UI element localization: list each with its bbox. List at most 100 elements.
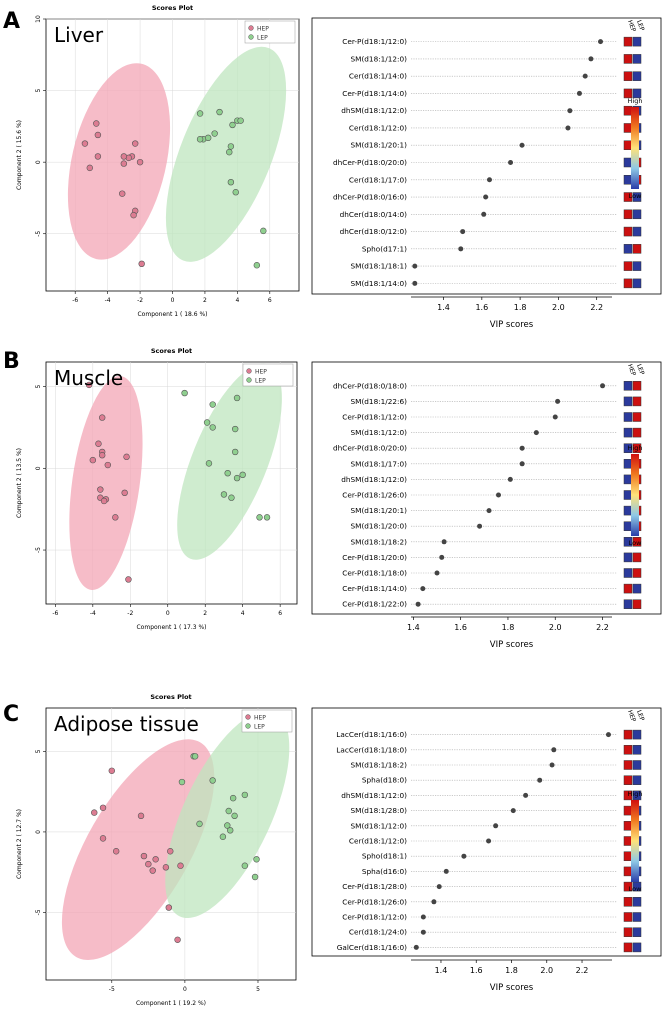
vip-x-tick-label: 2.2 bbox=[596, 623, 609, 632]
vip-row-label: SM(d18:1/12:0) bbox=[351, 821, 408, 830]
vip-point bbox=[486, 177, 492, 183]
vip-x-tick-label: 1.6 bbox=[470, 966, 483, 975]
vip-row-label: Cer-P(d18:1/22:0) bbox=[342, 600, 407, 609]
lep-point bbox=[233, 474, 241, 482]
hep-point bbox=[97, 486, 104, 493]
vip-row-label: Cer(d18:1/17:0) bbox=[349, 175, 407, 184]
legend: HEP LEP bbox=[242, 363, 294, 387]
vip-row-label: LacCer(d18:1/18:0) bbox=[336, 745, 407, 754]
y-axis-title: Component 2 ( 15.6 %) bbox=[16, 120, 23, 190]
vip-point bbox=[420, 586, 426, 592]
vip-heat-lep bbox=[632, 244, 642, 254]
vip-point bbox=[519, 445, 525, 451]
lep-point bbox=[203, 419, 211, 426]
vip-row-label: dhCer-P(d18:0/18:0) bbox=[333, 381, 407, 390]
vip-heat-hep bbox=[623, 775, 633, 785]
vip-row-label: Cer-P(d18:1/14:0) bbox=[342, 89, 407, 98]
vip-heat-hep bbox=[623, 105, 633, 116]
vip-heat-lep bbox=[632, 729, 642, 740]
hep-point bbox=[81, 140, 89, 147]
y-axis-title: Component 2 ( 13.5 %) bbox=[16, 448, 23, 518]
lep-point bbox=[256, 514, 263, 521]
legend-hep-label: HEP bbox=[257, 25, 269, 32]
hep-point bbox=[138, 260, 145, 267]
legend-lep-label: LEP bbox=[255, 377, 266, 384]
vip-heat-hep bbox=[623, 599, 633, 609]
hep-point bbox=[120, 153, 128, 160]
vip-plot-frame bbox=[311, 17, 662, 295]
hep-point bbox=[108, 767, 115, 774]
vip-row-label: Cer-P(d18:1/20:0) bbox=[342, 553, 407, 562]
vip-heat-hep bbox=[623, 851, 633, 861]
lep-point bbox=[228, 494, 235, 501]
colorbar bbox=[631, 454, 639, 536]
hep-point bbox=[130, 211, 137, 219]
hep-point bbox=[140, 852, 148, 860]
y-tick-label: -5 bbox=[35, 909, 42, 915]
panel-letter: B bbox=[3, 349, 20, 374]
vip-x-tick-label: 1.6 bbox=[475, 303, 488, 312]
hep-point bbox=[100, 497, 108, 505]
vip-heat-hep bbox=[623, 505, 633, 516]
hep-point bbox=[162, 864, 170, 871]
x-tick-label: -6 bbox=[52, 610, 58, 617]
vip-heat-lep bbox=[632, 775, 642, 785]
vip-heat-hep bbox=[623, 521, 633, 531]
hep-point bbox=[165, 904, 173, 911]
y-tick-label: 5 bbox=[35, 384, 42, 388]
vip-heat-lep bbox=[632, 396, 642, 407]
vip-heat-hep bbox=[623, 552, 633, 563]
hep-point bbox=[119, 190, 126, 197]
lep-point bbox=[251, 873, 259, 881]
legend-box bbox=[241, 709, 293, 733]
vip-heat-hep bbox=[623, 192, 633, 202]
vip-row-label: Cer(d18:1/12:0) bbox=[349, 123, 407, 132]
vip-plot: LacCer(d18:1/16:0) LacCer(d18:1/18:0) SM(d… bbox=[311, 707, 662, 993]
scores-plot: Scores Plot -6 -4 -2 0 2 4 6 -5 0 5 10 Component 1 (… bbox=[16, 4, 300, 318]
hep-point bbox=[99, 835, 107, 842]
vip-x-axis-title: VIP scores bbox=[490, 320, 534, 330]
lep-point bbox=[196, 820, 203, 828]
vip-point bbox=[412, 280, 418, 286]
y-tick-label: 10 bbox=[35, 15, 42, 23]
colorbar-low-label: Low bbox=[629, 539, 642, 547]
vip-point bbox=[507, 476, 513, 482]
y-tick-label: 5 bbox=[35, 88, 42, 92]
x-tick-label: -4 bbox=[90, 610, 96, 617]
column-header-hep: HEP bbox=[626, 19, 637, 33]
vip-heat-hep bbox=[623, 427, 633, 438]
vip-heat-lep bbox=[632, 427, 642, 438]
vip-heat-lep bbox=[632, 745, 642, 755]
legend-lep-marker bbox=[245, 723, 251, 729]
vip-heat-lep bbox=[632, 71, 642, 81]
vip-row-label: Spho(d18:1) bbox=[362, 852, 407, 861]
y-tick-label: 0 bbox=[35, 160, 42, 164]
colorbar-high-label: High bbox=[628, 444, 643, 452]
vip-plot-frame bbox=[311, 707, 662, 957]
colorbar-high-label: High bbox=[628, 97, 643, 105]
scores-plot-title: Scores Plot bbox=[151, 347, 192, 355]
x-tick-label: 6 bbox=[278, 610, 282, 617]
lep-point bbox=[260, 227, 267, 235]
lep-point bbox=[226, 148, 233, 156]
hep-point bbox=[120, 160, 128, 167]
hep-point bbox=[104, 461, 112, 469]
vip-row-label: Cer-P(d18:1/26:0) bbox=[342, 897, 407, 906]
vip-row-label: Cer(d18:1/24:0) bbox=[349, 928, 407, 937]
vip-row-label: SM(d18:1/18:2) bbox=[351, 761, 408, 770]
vip-row-label: Cer-P(d18:1/18:0) bbox=[342, 569, 407, 578]
vip-point bbox=[486, 838, 492, 844]
hep-point bbox=[112, 514, 119, 521]
vip-row-label: Spho(d17:1) bbox=[362, 244, 407, 253]
scores-plot: Scores Plot -6 -4 -2 0 2 4 6 -5 0 5 Component 1 ( 1… bbox=[16, 347, 298, 631]
lep-point bbox=[253, 262, 261, 269]
vip-row-label: SM(d18:1/18:1) bbox=[351, 262, 408, 271]
vip-heat-lep bbox=[632, 54, 642, 64]
vip-heat-hep bbox=[623, 396, 633, 407]
vip-row-label: GalCer(d18:1/16:0) bbox=[337, 943, 407, 952]
hep-point bbox=[123, 453, 130, 461]
legend-lep-label: LEP bbox=[257, 34, 268, 41]
legend-hep-marker bbox=[246, 368, 252, 374]
vip-heat-hep bbox=[623, 866, 633, 877]
vip-heat-hep bbox=[623, 209, 633, 220]
